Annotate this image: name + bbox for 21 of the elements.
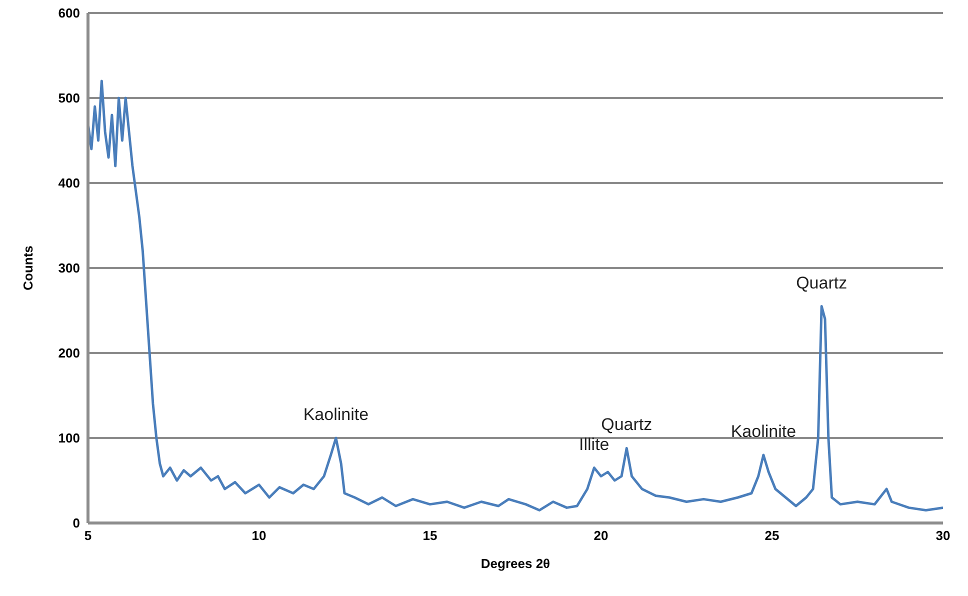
annotation: Quartz [601,415,652,434]
line-series [88,80,943,512]
x-tick-label: 5 [84,528,92,544]
x-tick-label: 30 [936,528,950,544]
y-tick-label: 500 [58,90,80,106]
y-tick-label: 400 [58,176,80,191]
y-tick-label: 100 [58,430,80,446]
annotation: Illite [579,434,610,454]
y-tick-label: 200 [58,346,80,361]
x-tick-label: 20 [594,528,608,544]
annotation: Quartz [796,273,848,292]
y-axis-title: Counts [20,246,36,290]
annotation: Kaolinite [303,405,369,424]
y-tick-label: 0 [72,516,80,531]
annotation: Kaolinite [730,422,796,441]
y-tick-label: 300 [58,260,80,276]
x-tick-label: 25 [764,528,780,544]
y-tick-label: 600 [58,6,80,21]
x-tick-label: 15 [422,528,438,544]
x-tick-label: 10 [252,528,266,544]
x-axis-title: Degrees 2θ [480,556,550,571]
